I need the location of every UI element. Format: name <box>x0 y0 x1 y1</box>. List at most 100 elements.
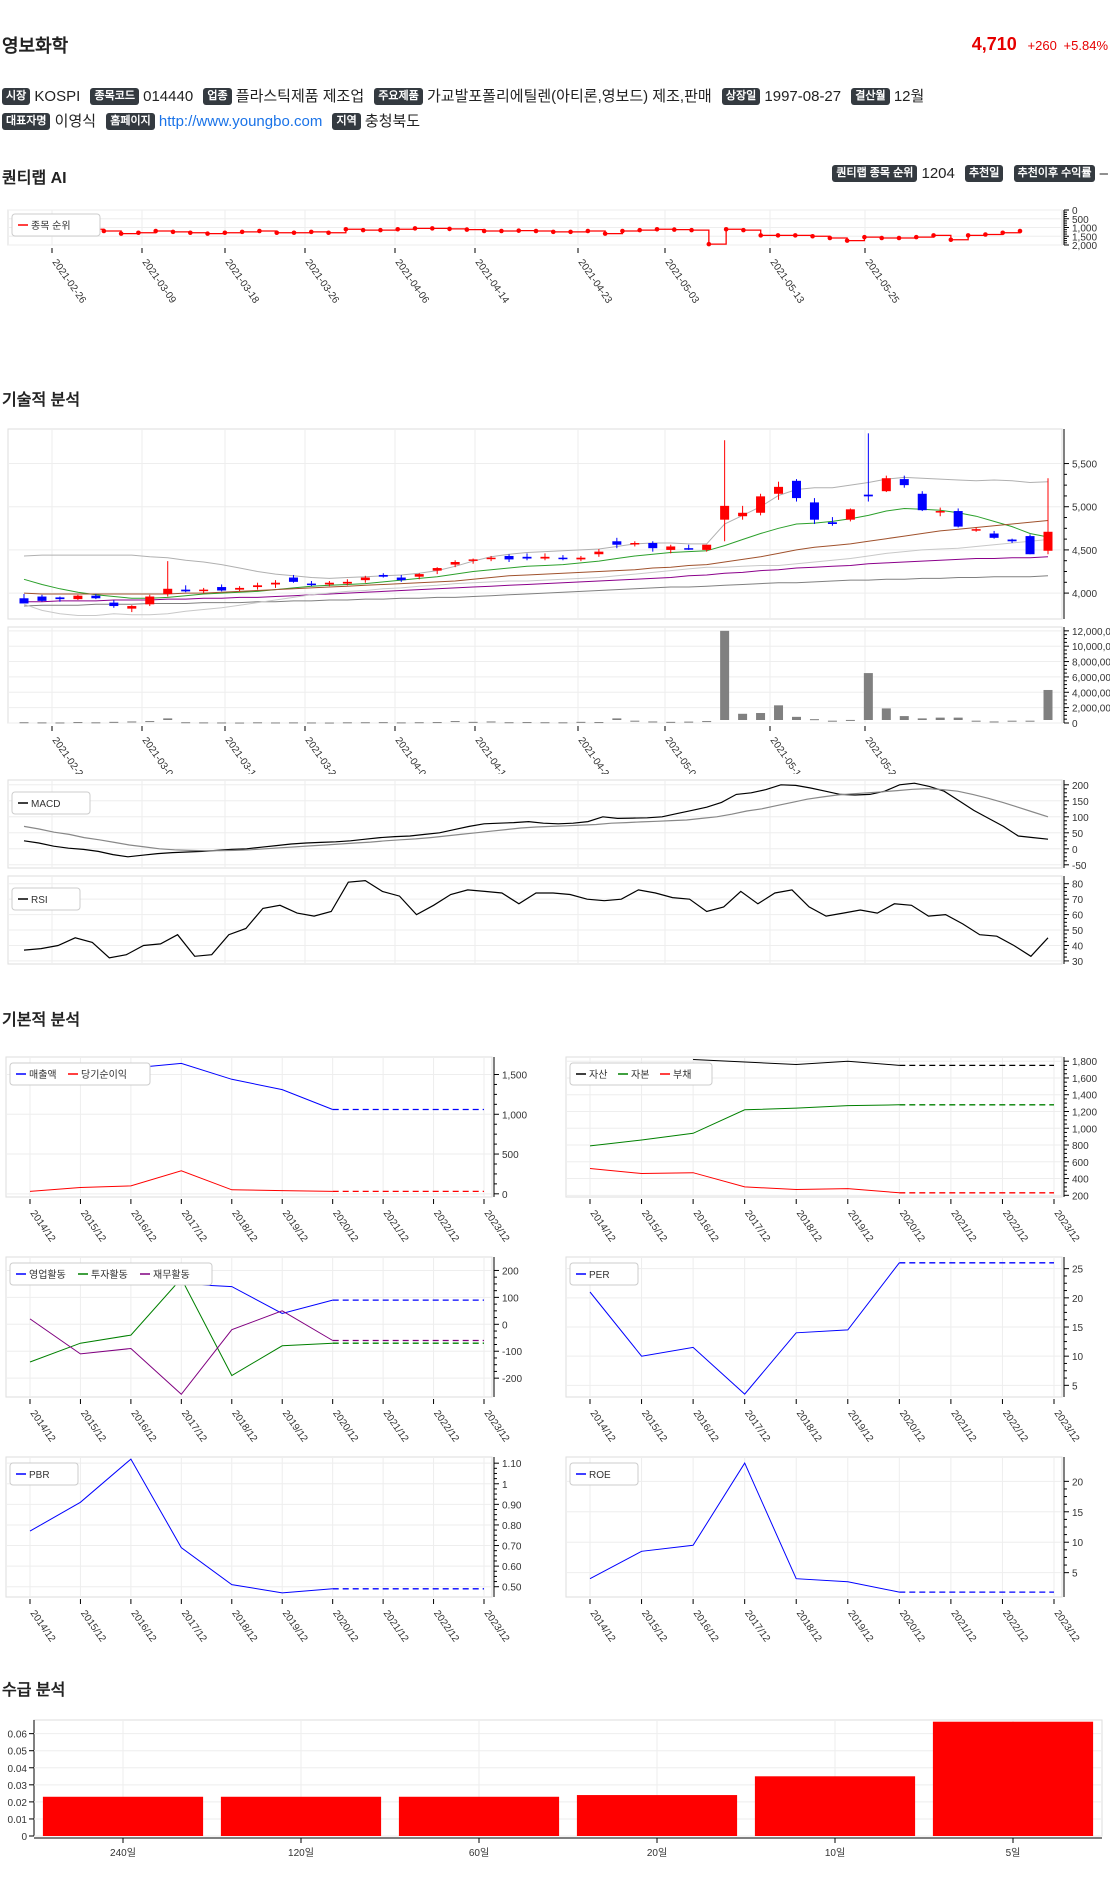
legend-label: 투자활동 <box>91 1268 128 1281</box>
volume-bar <box>324 722 334 724</box>
x-tick-label: 5일 <box>1006 1847 1021 1859</box>
rank-point <box>360 227 366 233</box>
volume-bar <box>360 722 370 724</box>
cashflow-line <box>29 1310 333 1396</box>
y-tick-label: 1,400 <box>1072 1091 1097 1102</box>
volume-bar <box>109 721 119 723</box>
ceo-value: 이영식 <box>54 113 97 130</box>
x-tick-label: 2017/12 <box>742 1208 772 1244</box>
y-tick-label: 25 <box>1072 1265 1084 1276</box>
y-tick-label: 200 <box>502 1266 519 1277</box>
y-tick-label: 0.05 <box>8 1747 28 1758</box>
supply-bar <box>932 1721 1094 1836</box>
rank-point <box>741 227 746 233</box>
candle-body <box>450 562 460 565</box>
x-tick-label: 2023/12 <box>482 1608 512 1644</box>
macd-line-MACD <box>23 782 1049 858</box>
x-tick-label: 20일 <box>647 1847 667 1859</box>
volume-bar <box>145 721 155 723</box>
plot-frame <box>565 1456 1063 1598</box>
y-tick-label: 5 <box>1072 1381 1078 1392</box>
volume-bar <box>935 717 945 720</box>
x-tick-label: 2021-02-26 <box>50 735 89 774</box>
rank-point <box>533 228 539 234</box>
y-tick-label: 0 <box>1072 719 1078 730</box>
candle-body <box>360 577 370 581</box>
rank-point <box>637 227 643 233</box>
rank-point <box>378 227 383 233</box>
x-tick-label: 2020/12 <box>330 1608 360 1644</box>
stock-price-block: 4,710 +260 +5.84% <box>972 34 1108 55</box>
sales-chart: 0 500 1,000 1,500 매출액 당기순이익 2014/12 2015/12 2016… <box>5 1056 527 1245</box>
legend-box <box>9 1062 151 1086</box>
market-tag: 시장 <box>2 88 31 105</box>
industry-value: 플라스틱제품 제조업 <box>235 88 365 105</box>
x-tick-label: 2023/12 <box>482 1408 512 1444</box>
candle-body <box>971 529 981 531</box>
legend-box <box>11 213 101 237</box>
indicator-line-ma60 <box>23 520 1049 595</box>
candle-body <box>827 522 837 524</box>
candle-body <box>720 505 730 520</box>
volume-bar <box>845 719 855 721</box>
x-tick-label: 2022/12 <box>1000 1608 1030 1644</box>
x-tick-label: 2018/12 <box>229 1408 259 1444</box>
x-tick-label: 2022/12 <box>1000 1208 1030 1244</box>
code-value: 014440 <box>143 88 194 105</box>
candlestick-chart: 4,000 4,500 5,000 5,500 <box>7 428 1097 620</box>
rank-point <box>291 230 297 236</box>
x-tick-label: 2020/12 <box>330 1408 360 1444</box>
candle-body <box>989 533 999 538</box>
volume-bar <box>306 722 316 724</box>
rank-point <box>499 228 504 234</box>
x-tick-label: 2021/12 <box>948 1608 978 1644</box>
ai-summary: 퀀티랩 종목 순위 1204 추천일 추천이후 수익률 – <box>832 165 1108 182</box>
rsi-line-RSI <box>23 879 1049 959</box>
candle-body <box>414 574 424 577</box>
volume-bar <box>720 630 730 720</box>
volume-bar <box>414 722 424 724</box>
candle-body <box>576 557 586 560</box>
x-tick-label: 2022/12 <box>431 1408 461 1444</box>
x-tick-label: 2021-04-14 <box>473 735 512 774</box>
candle-body <box>648 543 658 549</box>
rank-point <box>810 233 815 239</box>
y-tick-label: 4,500 <box>1072 546 1097 557</box>
x-tick-label: 2015/12 <box>78 1608 108 1644</box>
rank-point <box>222 230 228 236</box>
y-tick-label: 0 <box>21 1832 27 1843</box>
homepage-tag: 홈페이지 <box>106 113 155 130</box>
y-tick-label: 500 <box>1072 215 1089 226</box>
legend-box <box>11 887 81 911</box>
x-tick-label: 2021-03-26 <box>303 735 342 774</box>
region-value: 충청북도 <box>364 113 421 130</box>
rank-point <box>516 228 522 233</box>
listed-value: 1997-08-27 <box>764 88 842 105</box>
volume-chart: 0 2,000,000 4,000,000 6,000,000 8,000,000 10,… <box>7 626 1110 774</box>
rank-point <box>671 227 677 232</box>
x-tick-label: 2014/12 <box>588 1208 618 1244</box>
volume-bar <box>1043 689 1053 720</box>
candle-body <box>1007 539 1017 542</box>
rank-point <box>395 226 401 232</box>
candle-body <box>306 583 316 586</box>
y-tick-label: 1 <box>502 1480 508 1491</box>
x-tick-label: 2019/12 <box>280 1408 310 1444</box>
homepage-link[interactable]: http://www.youngbo.com <box>158 113 323 130</box>
x-tick-label: 2014/12 <box>28 1208 58 1244</box>
rank-point <box>654 226 660 232</box>
y-tick-label: 80 <box>1072 880 1084 891</box>
supply-bar <box>220 1796 382 1836</box>
x-tick-label: 2018/12 <box>794 1208 824 1244</box>
y-tick-label: 10 <box>1072 1538 1084 1549</box>
x-tick-label: 2017/12 <box>179 1608 209 1644</box>
candle-body <box>666 546 676 550</box>
volume-bar <box>127 721 137 723</box>
volume-bar <box>863 673 873 720</box>
y-tick-label: 1.10 <box>502 1459 522 1470</box>
x-tick-label: 120일 <box>288 1847 314 1859</box>
supply-bar <box>398 1796 560 1836</box>
volume-bar <box>612 718 622 720</box>
candle-body <box>235 587 245 590</box>
rank-point <box>412 226 418 231</box>
